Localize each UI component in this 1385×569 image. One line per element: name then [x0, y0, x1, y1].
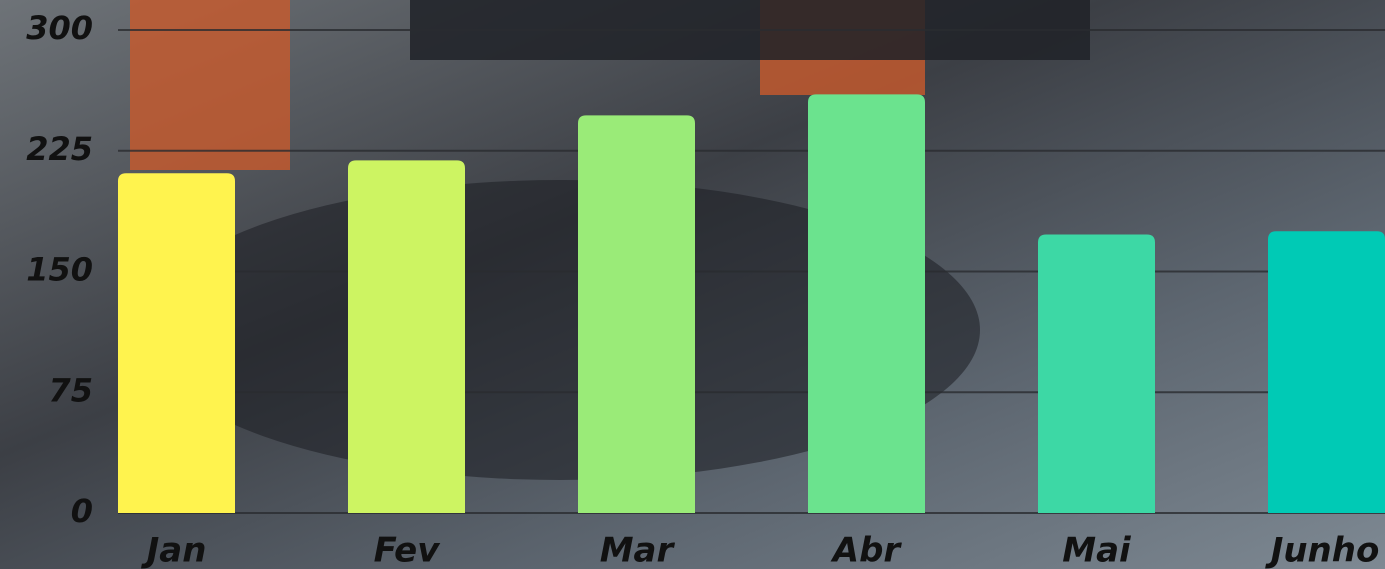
y-tick-label: 150	[26, 251, 93, 289]
bar	[1268, 231, 1385, 513]
x-tick-label: Mar	[600, 531, 676, 569]
x-tick-label: Abr	[830, 531, 903, 569]
y-tick-label: 225	[26, 130, 93, 168]
bar	[1038, 234, 1155, 513]
page: 075150225300JanFevMarAbrMaiJunho (() => …	[0, 0, 1385, 569]
y-tick-label: 300	[26, 9, 93, 47]
y-tick-label: 0	[71, 492, 93, 530]
x-tick-label: Jan	[141, 531, 207, 569]
bar	[578, 115, 695, 513]
bar	[808, 94, 925, 513]
chart: 0 75 150 225 300 Jan Fev Mar Abr Mai Junho	[0, 0, 1385, 569]
x-tick-label: Junho	[1265, 531, 1380, 569]
x-tick-label: Mai	[1062, 531, 1132, 569]
bar	[348, 160, 465, 513]
worker-left	[130, 0, 290, 170]
y-tick-label: 75	[48, 371, 93, 409]
bar	[118, 173, 235, 513]
x-tick-label: Fev	[374, 531, 442, 569]
